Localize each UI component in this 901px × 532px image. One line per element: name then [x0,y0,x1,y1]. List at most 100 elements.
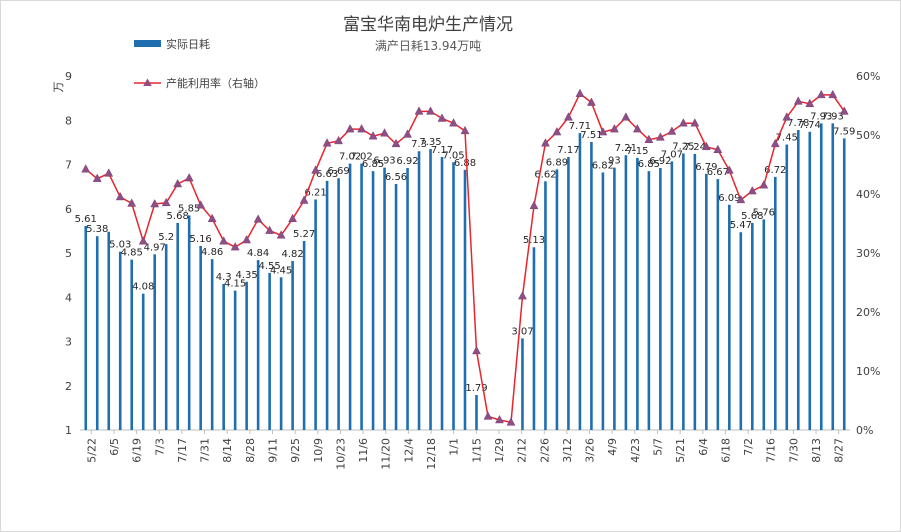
legend: 实际日耗 产能利用率（右轴） [134,37,265,90]
bar [279,277,283,430]
bar [360,163,363,431]
bar-data-label: 6.89 [546,157,568,168]
bar-data-label: 6.56 [385,172,407,183]
bar-data-label: 7.93 [810,111,832,122]
bar [141,293,145,430]
bar-data-label: 5.47 [730,220,752,231]
bar [739,232,743,430]
x-tick-label: 10/9 [312,438,325,463]
x-tick-label: 9/11 [267,438,280,463]
bar-data-label: 7.15 [626,146,648,157]
x-tick-label: 11/20 [380,438,393,470]
bar [84,226,88,430]
bar-data-label: 4.15 [224,279,246,290]
bar [762,219,766,430]
y-tick-label: 4 [65,291,72,304]
line-point [495,414,504,424]
bar [222,283,225,430]
y2-tick-label: 10% [856,365,880,378]
line-point [311,165,321,174]
bar [590,141,593,430]
legend-label-bar: 实际日耗 [166,37,210,51]
bar [808,131,812,430]
bar [256,260,260,430]
bar-data-label: 6.67 [707,167,729,178]
bar-data-label: 7.17 [557,145,579,156]
line-point [564,112,573,121]
x-tick-label: 11/6 [357,438,370,463]
bar-data-label: 7.17 [431,145,453,156]
x-tick-label: 9/25 [289,438,302,463]
bar [796,129,800,431]
line-point [161,197,171,207]
bar-data-label: 7.21 [615,143,637,154]
line-point [357,124,366,133]
bar [728,204,731,430]
bar-data-label: 5.68 [741,211,763,222]
line-point [713,144,723,153]
bar [693,153,697,430]
bar-data-label: 6.62 [534,169,556,180]
bar-data-label: 7.02 [339,152,361,163]
line-point [701,141,711,151]
bar-data-label: 4.45 [270,265,292,276]
x-tick-label: 4/9 [606,438,619,456]
line-point [426,106,435,115]
x-tick-label: 1/29 [493,438,506,463]
bar-data-label: 6.69 [327,166,349,177]
bar [268,272,271,430]
bar-data-label: 5.13 [523,235,545,246]
bar [199,245,202,430]
bar [107,231,111,430]
x-tick-label: 3/26 [584,438,597,463]
line-point [609,124,619,133]
line-point [299,195,309,204]
bar-data-label: 1.79 [465,383,487,394]
line-point [391,138,401,148]
bar [785,144,789,430]
bar [624,155,628,430]
line-point [334,135,343,145]
bar-data-label: 5.85 [178,203,200,214]
line-point [184,173,194,182]
bar [302,241,306,430]
bar [751,222,754,430]
x-tick-label: 2/26 [538,438,551,463]
bar-data-label: 3.07 [511,326,533,337]
line-point [414,106,424,115]
bar [314,199,317,430]
legend-swatch-bar [134,40,161,47]
x-tick-label: 4/23 [629,438,642,463]
bar-data-label: 4.55 [258,261,280,272]
x-tick-label: 7/2 [742,438,755,456]
bar-data-label: 7.35 [419,137,441,148]
bar [383,167,386,430]
bar-data-label: 7.45 [776,133,798,144]
x-tick-label: 1/1 [448,438,461,456]
y2-tick-label: 0% [856,424,873,437]
x-tick-label: 7/16 [765,438,778,463]
x-tick-label: 8/13 [810,438,823,463]
bar-data-label: 5.16 [190,234,212,245]
bar-data-label: 6.85 [638,159,660,170]
x-tick-label: 5/22 [85,438,98,463]
bar-data-label: 6.82 [592,160,614,171]
line-point [529,200,539,210]
bar [337,178,340,430]
line-point [621,112,631,121]
bar [544,181,547,430]
line-point [230,242,240,251]
line-point [207,213,217,223]
bar-data-label: 7.78 [787,118,809,129]
y2-tick-label: 30% [856,247,880,260]
x-tick-label: 10/23 [334,438,347,470]
line-point [632,124,642,133]
line-point [253,214,263,223]
x-tick-label: 8/27 [833,438,846,463]
line-point [598,127,608,136]
x-tick-label: 8/28 [244,438,257,463]
y-tick-label: 1 [65,424,72,437]
bar [475,395,478,430]
